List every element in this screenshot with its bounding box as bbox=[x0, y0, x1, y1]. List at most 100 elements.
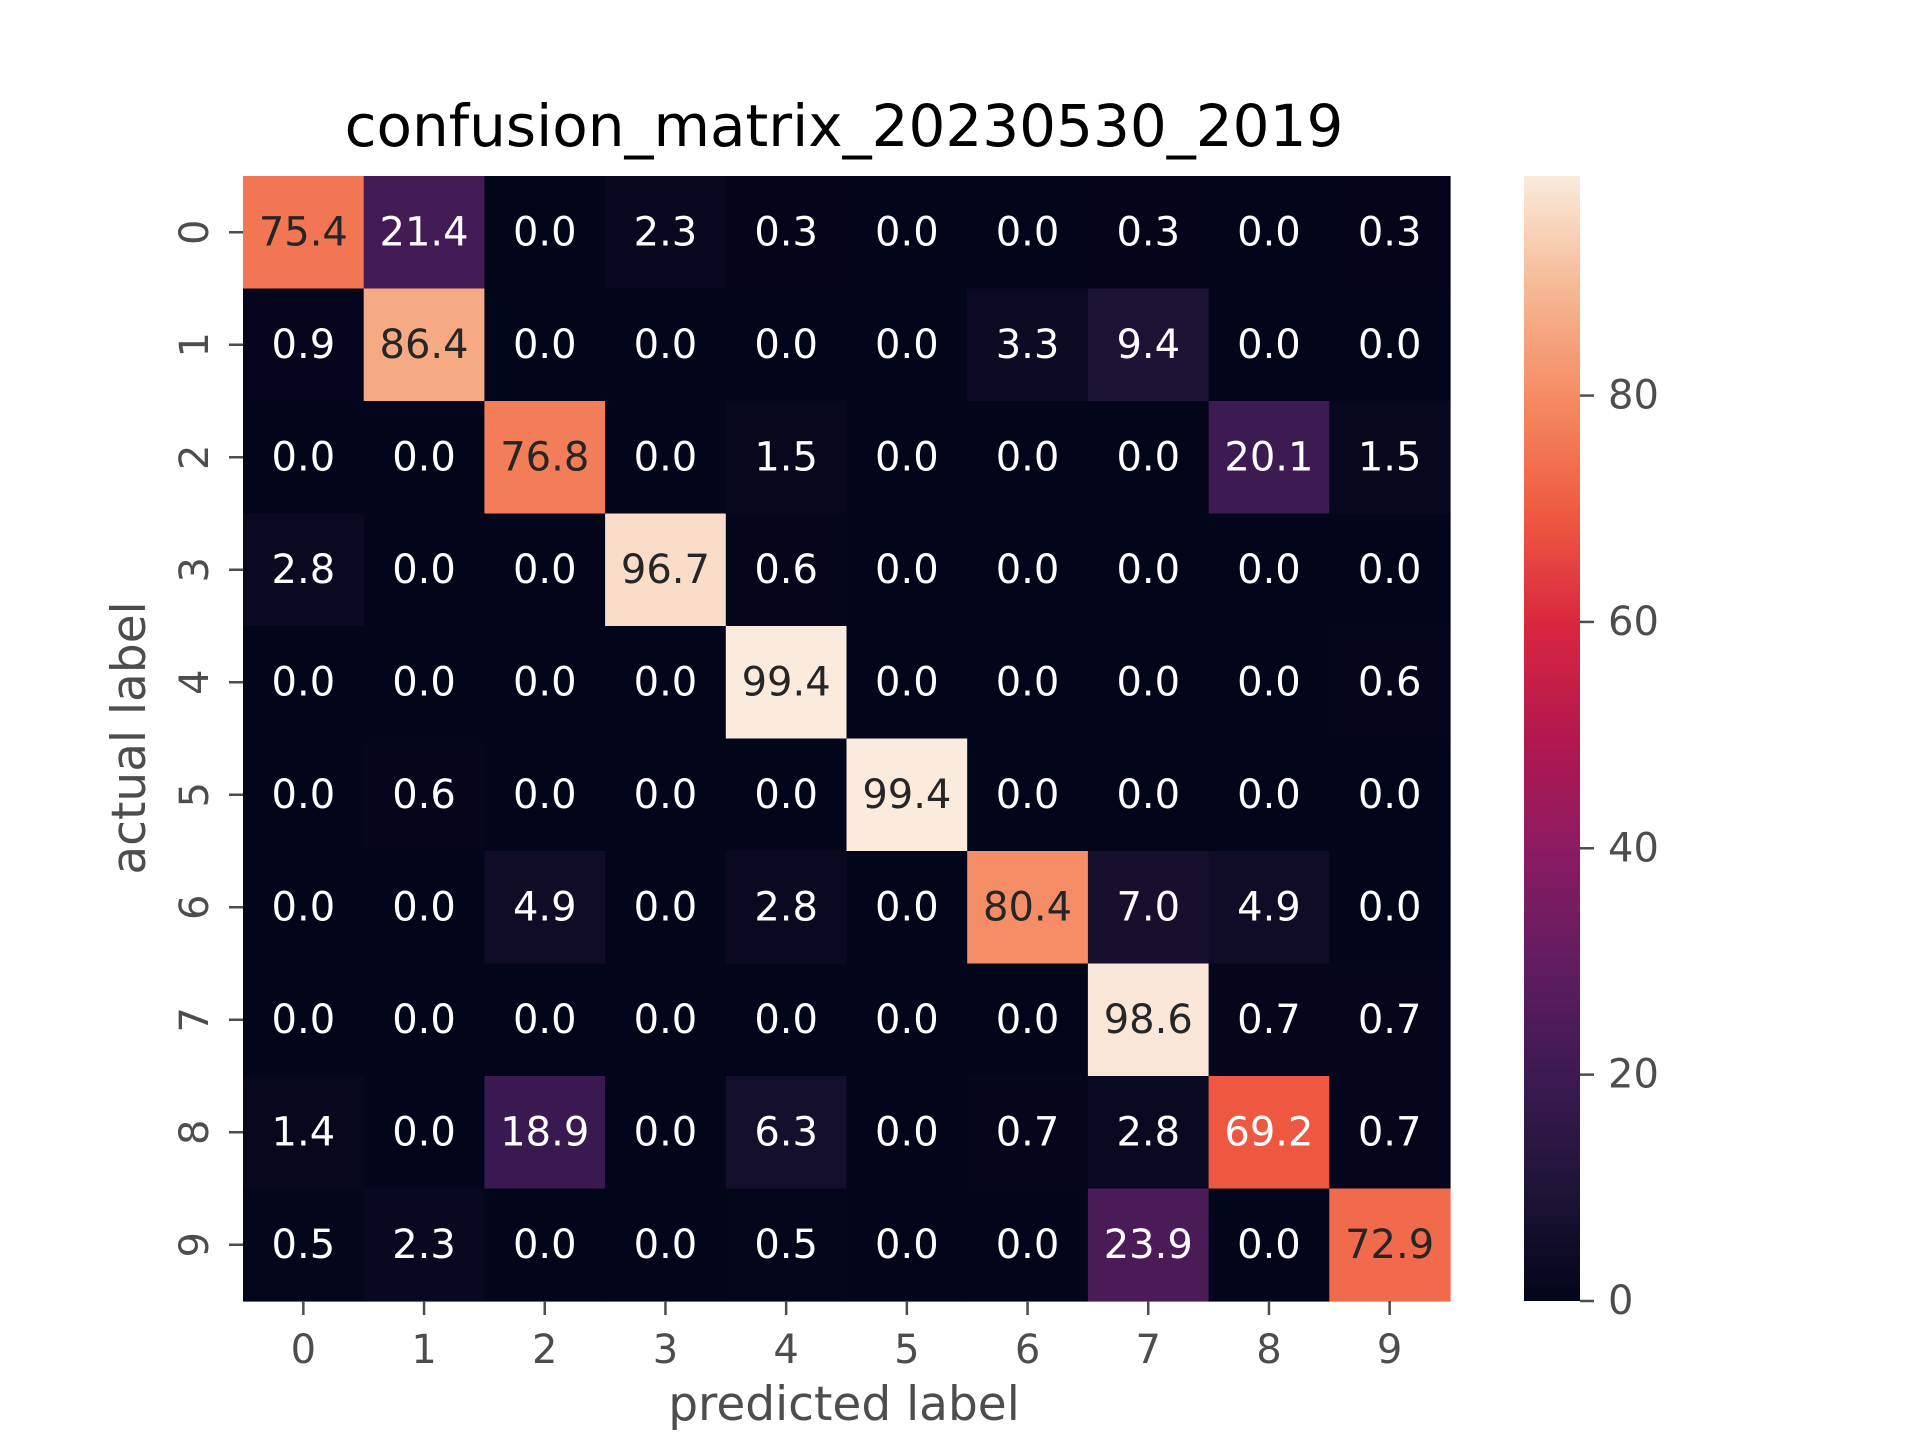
cell-value-label: 2.3 bbox=[634, 209, 698, 255]
cell-value-label: 0.0 bbox=[996, 547, 1060, 593]
cell-value-label: 0.0 bbox=[513, 547, 577, 593]
heatmap-cell bbox=[846, 1076, 968, 1190]
heatmap-cell bbox=[846, 513, 968, 627]
heatmap-cell bbox=[605, 963, 727, 1077]
heatmap-cell bbox=[846, 963, 968, 1077]
cell-value-label: 0.0 bbox=[513, 209, 577, 255]
y-tick-label: 0 bbox=[172, 220, 218, 245]
cell-value-label: 0.0 bbox=[1237, 322, 1301, 368]
cell-value-label: 0.0 bbox=[1237, 772, 1301, 818]
heatmap-cell bbox=[605, 513, 727, 627]
cell-value-label: 0.0 bbox=[996, 772, 1060, 818]
heatmap-cell bbox=[967, 288, 1089, 402]
heatmap-cell bbox=[725, 738, 848, 852]
cell-value-label: 69.2 bbox=[1224, 1109, 1313, 1155]
heatmap-cell bbox=[1329, 513, 1451, 627]
cell-value-label: 0.0 bbox=[996, 1222, 1060, 1268]
heatmap-cell bbox=[1329, 401, 1451, 515]
cell-value-label: 0.0 bbox=[634, 322, 698, 368]
cell-value-label: 0.0 bbox=[513, 772, 577, 818]
heatmap-cell bbox=[725, 626, 848, 740]
cell-value-label: 0.0 bbox=[634, 772, 698, 818]
cell-value-label: 96.7 bbox=[621, 547, 710, 593]
cell-value-label: 72.9 bbox=[1345, 1222, 1434, 1268]
heatmap-cell bbox=[967, 401, 1089, 515]
heatmap-cell bbox=[484, 738, 606, 852]
heatmap-cell bbox=[967, 176, 1089, 290]
cell-value-label: 0.0 bbox=[272, 884, 336, 930]
cell-value-label: 0.7 bbox=[1358, 1109, 1422, 1155]
cell-value-label: 0.7 bbox=[1237, 997, 1301, 1043]
heatmap-cell bbox=[605, 851, 727, 965]
x-tick-label: 1 bbox=[411, 1327, 436, 1373]
y-axis-ticks: 0 1 2 3 4 5 6 7 8 9 bbox=[172, 220, 243, 1257]
heatmap-cell bbox=[243, 401, 365, 515]
x-tick-label: 3 bbox=[653, 1327, 678, 1373]
y-tick-label: 6 bbox=[172, 895, 218, 920]
heatmap-cell bbox=[725, 288, 848, 402]
cell-value-label: 0.0 bbox=[1237, 547, 1301, 593]
heatmap-cell bbox=[1087, 626, 1210, 740]
heatmap-cell bbox=[363, 626, 485, 740]
colorbar bbox=[1524, 176, 1580, 1301]
heatmap-cell bbox=[243, 738, 365, 852]
cell-value-label: 0.0 bbox=[1116, 772, 1180, 818]
heatmap-cells bbox=[243, 176, 1451, 1302]
cell-value-label: 1.5 bbox=[1358, 434, 1422, 480]
heatmap-cell bbox=[1208, 288, 1330, 402]
cell-value-label: 0.6 bbox=[754, 547, 818, 593]
cell-value-label: 0.0 bbox=[513, 322, 577, 368]
cell-value-label: 0.3 bbox=[754, 209, 818, 255]
heatmap-cell bbox=[605, 738, 727, 852]
heatmap-cell bbox=[605, 288, 727, 402]
heatmap-cell bbox=[725, 1188, 848, 1302]
heatmap-cell bbox=[1087, 851, 1210, 965]
heatmap-cell bbox=[967, 738, 1089, 852]
heatmap-cell bbox=[363, 1076, 485, 1190]
heatmap-cell bbox=[484, 176, 606, 290]
heatmap-cell bbox=[363, 738, 485, 852]
heatmap-cell bbox=[725, 1076, 848, 1190]
cell-value-label: 0.0 bbox=[875, 1222, 939, 1268]
cell-value-label: 0.0 bbox=[1358, 322, 1422, 368]
cell-value-label: 0.0 bbox=[634, 997, 698, 1043]
x-tick-label: 9 bbox=[1377, 1327, 1402, 1373]
cell-value-label: 0.0 bbox=[513, 659, 577, 705]
cell-value-label: 0.0 bbox=[272, 997, 336, 1043]
cell-value-label: 99.4 bbox=[862, 772, 951, 818]
heatmap-cell bbox=[846, 401, 968, 515]
heatmap-cell bbox=[1329, 738, 1451, 852]
heatmap-cell bbox=[725, 401, 848, 515]
cell-value-label: 0.0 bbox=[1116, 434, 1180, 480]
cell-value-label: 0.0 bbox=[996, 434, 1060, 480]
cell-value-label: 0.0 bbox=[996, 997, 1060, 1043]
cell-value-label: 0.3 bbox=[1116, 209, 1180, 255]
heatmap-cell bbox=[363, 1188, 485, 1302]
x-tick-label: 7 bbox=[1136, 1327, 1161, 1373]
heatmap-cell bbox=[605, 626, 727, 740]
y-tick-label: 4 bbox=[172, 670, 218, 695]
heatmap-cell bbox=[1208, 176, 1330, 290]
cell-value-label: 0.0 bbox=[754, 772, 818, 818]
heatmap-cell bbox=[1087, 176, 1210, 290]
heatmap-cell bbox=[1208, 626, 1330, 740]
heatmap-cell bbox=[967, 513, 1089, 627]
heatmap-cell bbox=[967, 626, 1089, 740]
y-tick-label: 7 bbox=[172, 1007, 218, 1032]
colorbar-tick-label: 60 bbox=[1608, 599, 1659, 645]
cell-value-label: 0.0 bbox=[634, 659, 698, 705]
cell-value-label: 0.0 bbox=[1237, 1222, 1301, 1268]
cell-value-label: 0.0 bbox=[875, 884, 939, 930]
heatmap-cell bbox=[967, 1188, 1089, 1302]
cell-value-label: 0.7 bbox=[1358, 997, 1422, 1043]
heatmap-cell bbox=[1087, 738, 1210, 852]
colorbar-tick-label: 0 bbox=[1608, 1278, 1633, 1324]
heatmap-cell bbox=[363, 401, 485, 515]
heatmap-cell bbox=[846, 738, 968, 852]
heatmap-cell bbox=[243, 288, 365, 402]
colorbar-ticks: 0 20 40 60 80 bbox=[1580, 373, 1659, 1324]
cell-value-label: 0.0 bbox=[392, 884, 456, 930]
heatmap-cell bbox=[846, 626, 968, 740]
y-tick-label: 2 bbox=[172, 445, 218, 470]
heatmap-cell bbox=[967, 851, 1089, 965]
